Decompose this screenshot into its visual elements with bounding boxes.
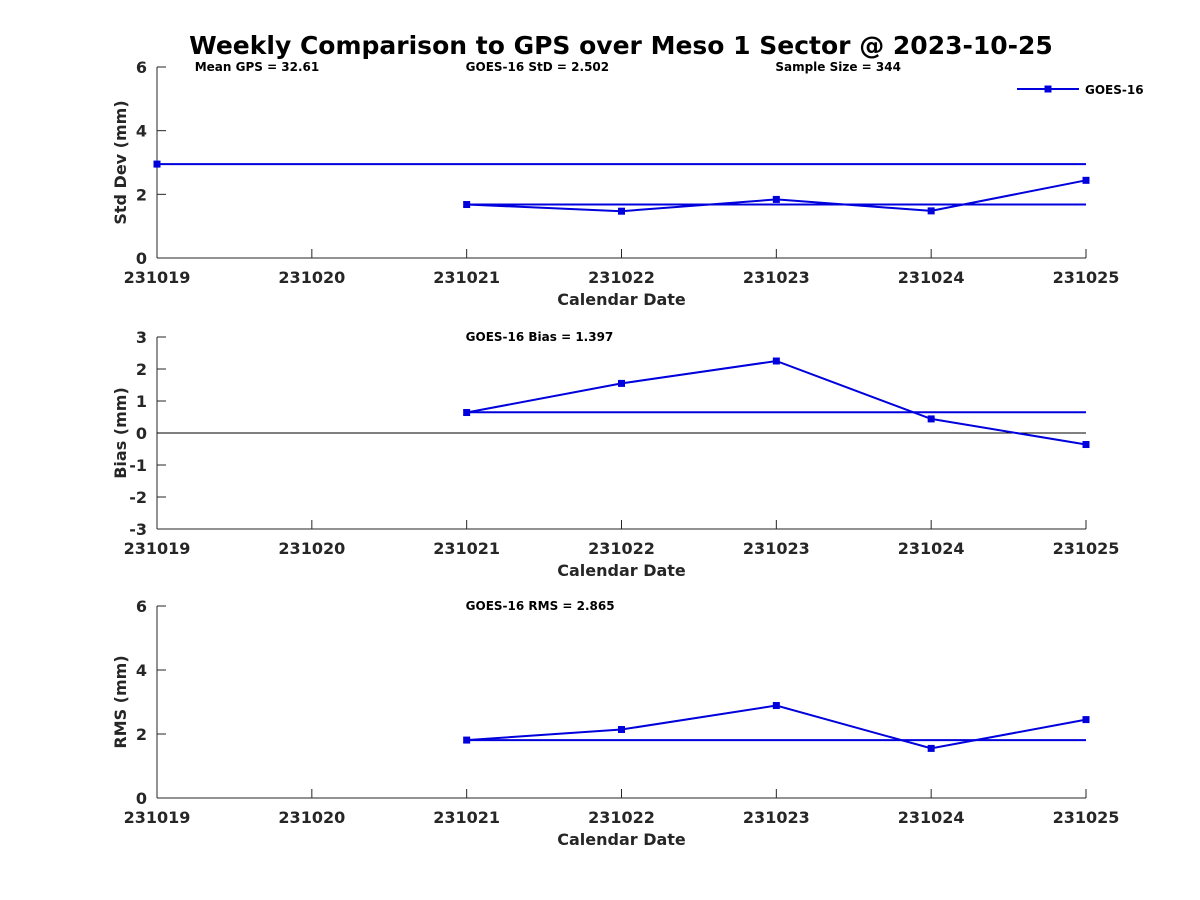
rms-xtick-label: 231022 — [588, 808, 655, 827]
legend: GOES-16 — [1017, 83, 1144, 97]
legend-marker — [1044, 85, 1052, 93]
rms-data-point — [463, 736, 471, 744]
bias-xtick-label: 231020 — [278, 539, 345, 558]
std-annotation: GOES-16 StD = 2.502 — [466, 60, 609, 74]
std-data-point — [618, 207, 625, 215]
rms-ytick-label: 2 — [136, 725, 147, 744]
rms-xtick-label: 231024 — [898, 808, 965, 827]
bias-ylabel: Bias (mm) — [111, 387, 130, 479]
bias-xtick-label: 231024 — [898, 539, 965, 558]
bias-series-line — [466, 359, 1087, 446]
rms-data-point — [618, 726, 625, 734]
bias-ytick-label: 0 — [136, 424, 147, 443]
bias-data-point — [463, 409, 471, 417]
bias-data-point — [927, 415, 935, 423]
chart-title: Weekly Comparison to GPS over Meso 1 Sec… — [189, 31, 1053, 60]
std-xtick-label: 231021 — [433, 268, 500, 287]
bias-ytick-label: -2 — [129, 488, 147, 507]
bias-xtick-label: 231021 — [433, 539, 500, 558]
rms-xtick-label: 231021 — [433, 808, 500, 827]
bias-data-point — [618, 379, 625, 387]
bias-xtick-label: 231019 — [124, 539, 191, 558]
std-xtick-label: 231022 — [588, 268, 655, 287]
std-ylabel: Std Dev (mm) — [111, 100, 130, 224]
bias-ytick-label: -3 — [129, 520, 147, 539]
std-data-point — [1082, 176, 1090, 184]
bias-data-point — [772, 357, 780, 365]
bias-xtick-label: 231022 — [588, 539, 655, 558]
rms-ytick-label: 6 — [136, 597, 147, 616]
rms-data-point — [1082, 716, 1090, 724]
legend-label: GOES-16 — [1085, 83, 1144, 97]
rms-annotation: GOES-16 RMS = 2.865 — [466, 599, 615, 613]
std-xtick-label: 231020 — [278, 268, 345, 287]
std-series-line — [466, 179, 1087, 213]
bias-annotation: GOES-16 Bias = 1.397 — [466, 330, 614, 344]
std-data-point — [772, 195, 780, 203]
bias-ytick-label: 2 — [136, 360, 147, 379]
std-xtick-label: 231024 — [898, 268, 965, 287]
rms-data-point — [772, 702, 780, 710]
bias-xtick-label: 231025 — [1053, 539, 1120, 558]
std-annotation: Mean GPS = 32.61 — [195, 60, 320, 74]
std-data-point — [927, 207, 935, 215]
rms-ytick-label: 4 — [136, 661, 147, 680]
std-data-point — [463, 201, 471, 209]
std-xlabel: Calendar Date — [557, 290, 686, 309]
std-xtick-label: 231019 — [124, 268, 191, 287]
panel-rms: 0 2 4 6 231019 231020 231021 231022 231023 231024… — [111, 597, 1119, 849]
rms-ylabel: RMS (mm) — [111, 655, 130, 748]
rms-xtick-label: 231019 — [124, 808, 191, 827]
rms-xtick-label: 231025 — [1053, 808, 1120, 827]
bias-data-point — [1082, 441, 1090, 449]
panel-bias: -3 -2 -1 0 1 2 3 231019 231020 231021 231022 231023… — [111, 328, 1119, 580]
panel-std: 0 2 4 6 231019 231020 231021 231022 231023 231024… — [111, 58, 1144, 309]
std-ytick-label: 0 — [136, 249, 147, 268]
rms-data-point — [927, 744, 935, 752]
bias-xlabel: Calendar Date — [557, 561, 686, 580]
bias-ytick-label: -1 — [129, 456, 147, 475]
rms-xtick-label: 231023 — [743, 808, 810, 827]
rms-series-line — [466, 704, 1087, 750]
bias-xtick-label: 231023 — [743, 539, 810, 558]
rms-ytick-label: 0 — [136, 789, 147, 808]
bias-ytick-label: 1 — [136, 392, 147, 411]
std-reference-marker — [153, 160, 161, 168]
bias-ytick-label: 3 — [136, 328, 147, 347]
std-xtick-label: 231025 — [1053, 268, 1120, 287]
std-ytick-label: 6 — [136, 58, 147, 77]
rms-xtick-label: 231020 — [278, 808, 345, 827]
std-ytick-label: 2 — [136, 185, 147, 204]
std-annotation: Sample Size = 344 — [775, 60, 901, 74]
rms-xlabel: Calendar Date — [557, 830, 686, 849]
std-xtick-label: 231023 — [743, 268, 810, 287]
std-ytick-label: 4 — [136, 122, 147, 141]
